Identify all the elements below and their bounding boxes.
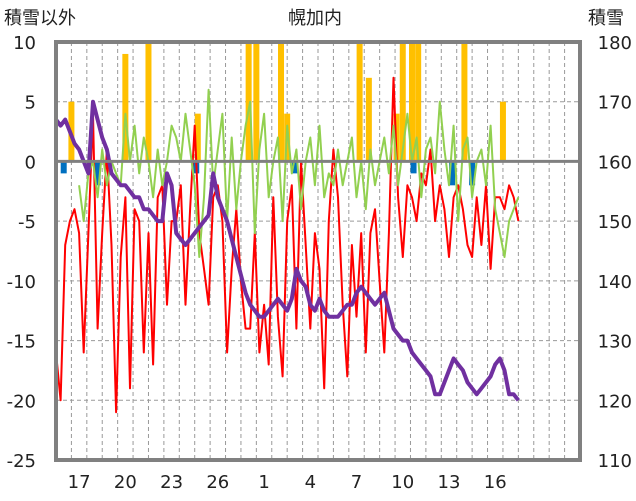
bar — [410, 161, 417, 174]
x-tick-label: 13 — [438, 472, 461, 493]
bar — [122, 53, 129, 162]
line-series — [54, 76, 520, 414]
bar — [60, 161, 67, 174]
series-line-1 — [78, 88, 520, 258]
y-tick-label-right: 140 — [598, 272, 632, 293]
y-tick-label-left: -10 — [7, 272, 36, 293]
chart-title: 幌加内 — [288, 8, 342, 29]
bar — [145, 42, 152, 162]
bar — [449, 161, 456, 186]
plot-frame — [54, 40, 582, 462]
y-tick-label-left: 10 — [13, 33, 36, 54]
bar — [194, 113, 201, 162]
bar — [291, 161, 298, 174]
x-tick-label: 23 — [160, 472, 183, 493]
x-tick-label: 7 — [351, 472, 362, 493]
bar — [245, 42, 252, 162]
y-tick-label-left: -25 — [7, 451, 36, 472]
y-tick-label-left: 0 — [25, 152, 36, 173]
bar — [278, 42, 285, 162]
y-tick-label-right: 180 — [598, 33, 632, 54]
bar — [409, 42, 416, 162]
bar — [469, 161, 476, 186]
y-tick-label-right: 130 — [598, 332, 632, 353]
x-tick-label: 26 — [206, 472, 229, 493]
y-tick-label-right: 170 — [598, 93, 632, 114]
bar — [499, 101, 506, 162]
y-axis-left-label: 積雪以外 — [4, 8, 76, 29]
bar — [365, 77, 372, 162]
x-tick-label: 20 — [114, 472, 137, 493]
x-tick-label: 10 — [391, 472, 414, 493]
y-tick-label-right: 120 — [598, 391, 632, 412]
y-tick-label-left: 5 — [25, 93, 36, 114]
series-line-2 — [54, 99, 520, 402]
x-tick-label: 16 — [484, 472, 507, 493]
y-axis-right-label: 積雪 — [588, 8, 624, 29]
y-tick-label-left: -15 — [7, 332, 36, 353]
bar — [415, 42, 422, 162]
y-tick-label-left: -5 — [18, 212, 36, 233]
x-tick-label: 17 — [68, 472, 91, 493]
bar — [461, 42, 468, 162]
y-axis-left-ticks: 10 5 0 -5 -10 -15 -20 -25 — [7, 33, 36, 472]
x-tick-label: 1 — [258, 472, 269, 493]
x-tick-label: 4 — [305, 472, 316, 493]
y-tick-label-left: -20 — [7, 391, 36, 412]
bar — [356, 42, 363, 162]
bar — [94, 161, 101, 186]
x-axis-ticks: 17 20 23 26 1 4 7 10 13 16 — [68, 472, 507, 493]
bar — [399, 42, 406, 162]
y-tick-label-right: 150 — [598, 212, 632, 233]
y-tick-label-right: 160 — [598, 152, 632, 173]
y-tick-label-right: 110 — [598, 451, 632, 472]
y-axis-right-ticks: 180 170 160 150 140 130 120 110 — [598, 33, 632, 472]
series-line-0 — [55, 76, 520, 414]
bar — [253, 42, 260, 162]
